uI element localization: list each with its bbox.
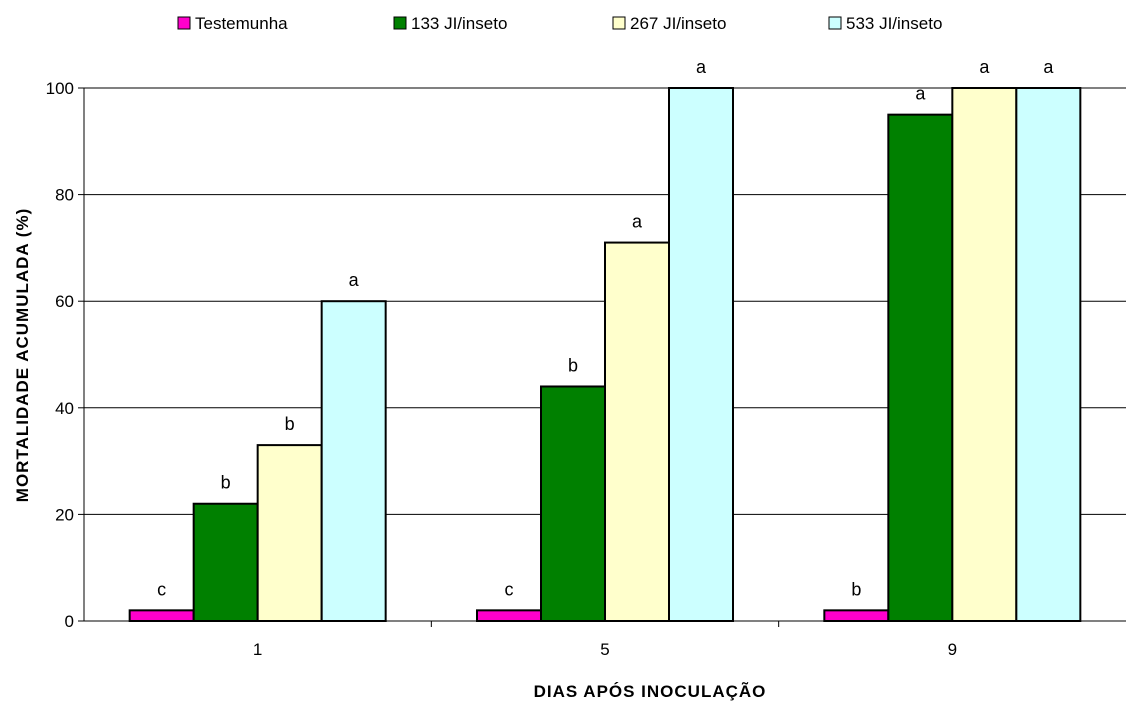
y-tick-label: 80 <box>55 186 74 205</box>
bar <box>823 609 890 623</box>
bar <box>540 385 606 623</box>
bar-significance-label: a <box>632 212 643 232</box>
bar-significance-label: b <box>851 579 861 599</box>
bar-significance-label: b <box>221 473 231 493</box>
bar <box>256 444 323 622</box>
bar <box>951 87 1018 622</box>
y-tick-label: 0 <box>65 612 74 631</box>
bar <box>604 241 670 622</box>
bar-significance-label: a <box>696 57 707 77</box>
y-axis-title: MORTALIDADE ACUMULADA (%) <box>13 208 32 502</box>
bar <box>1015 87 1082 622</box>
bar-significance-label: a <box>915 84 926 104</box>
legend-swatch <box>828 16 842 30</box>
x-tick-label: 9 <box>948 640 957 659</box>
legend-label: 133 JI/inseto <box>411 14 507 33</box>
x-tick-label: 5 <box>600 640 609 659</box>
legend-swatch <box>612 16 626 30</box>
bar-significance-label: c <box>157 579 166 599</box>
bar-significance-label: a <box>349 270 360 290</box>
bar-significance-label: b <box>285 414 295 434</box>
bar-significance-label: a <box>979 57 990 77</box>
legend: Testemunha 133 JI/inseto 267 JI/inseto 533 … <box>177 14 942 33</box>
bar-significance-label: c <box>505 579 514 599</box>
x-tick-label: 1 <box>253 640 262 659</box>
y-tick-labels: 0 20 40 60 80 100 <box>46 79 74 631</box>
y-tick-label: 20 <box>55 505 74 524</box>
bars: c b b a c b a a b a a a <box>128 57 1082 623</box>
y-tick-label: 60 <box>55 292 74 311</box>
legend-label: Testemunha <box>195 14 288 33</box>
bar-significance-label: a <box>1043 57 1054 77</box>
bar <box>476 609 542 623</box>
legend-swatch <box>177 16 191 30</box>
x-axis-title: DIAS APÓS INOCULAÇÃO <box>534 681 767 701</box>
legend-swatch <box>393 16 407 30</box>
x-tick-labels: 1 5 9 <box>253 640 957 659</box>
y-tick-label: 40 <box>55 399 74 418</box>
bar <box>128 609 195 623</box>
y-tick-label: 100 <box>46 79 74 98</box>
legend-label: 533 JI/inseto <box>846 14 942 33</box>
legend-label: 267 JI/inseto <box>630 14 726 33</box>
bar <box>320 300 387 622</box>
axes <box>78 87 1126 627</box>
bar-significance-label: b <box>568 355 578 375</box>
bar <box>887 113 954 623</box>
bar <box>668 87 734 622</box>
bar <box>192 502 259 622</box>
